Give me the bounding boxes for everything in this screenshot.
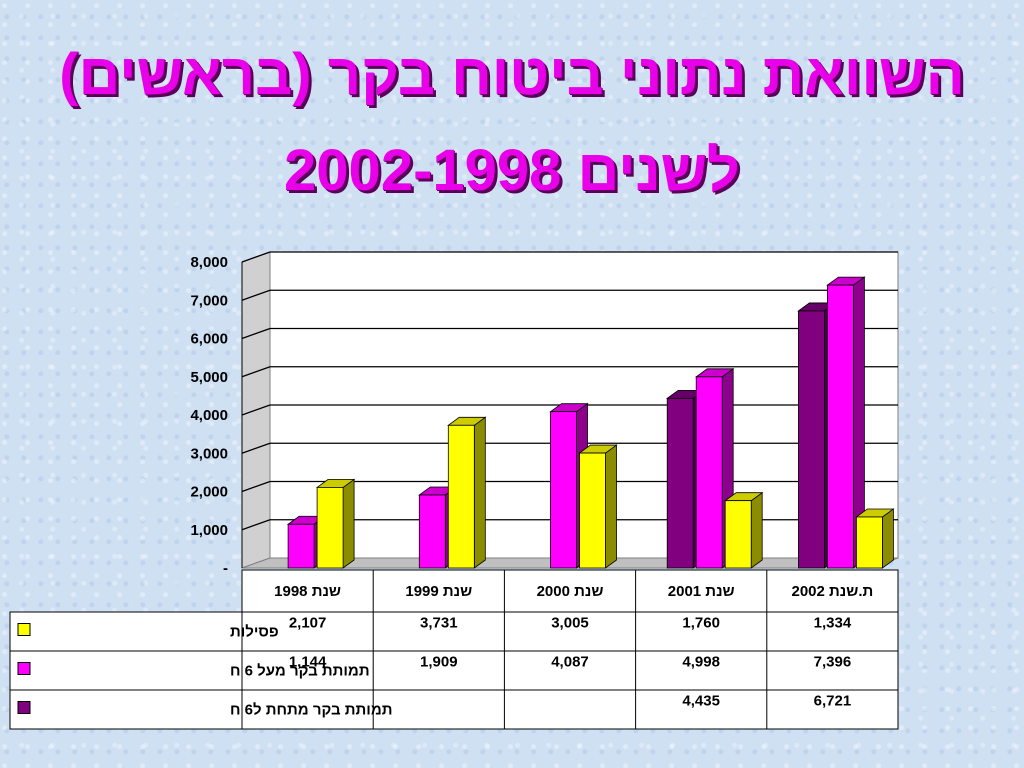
x-category-label: שנת 1999 [405,583,472,600]
bar [798,310,825,569]
series-name-label: תמותת בקר מעל 6 ח [230,663,370,680]
y-tick-label: - [223,560,228,577]
gridline [241,519,271,531]
x-category-label: שנת 2000 [537,583,604,600]
gridline [241,251,271,263]
y-tick-label: 6,000 [190,331,228,348]
data-value-label: 1,334 [814,615,852,632]
bar [695,376,723,569]
series-name-label: פסילות [230,624,279,641]
bar [827,284,854,569]
bar [666,397,694,569]
y-tick-label: 1,000 [190,522,228,539]
x-category-label: שנת 2001 [668,583,735,600]
bar [447,424,475,569]
data-value-label: 7,396 [814,654,852,671]
bar [550,411,577,569]
y-tick-label: 2,000 [190,484,228,501]
bar-side [342,478,355,569]
data-value-label: 3,005 [551,615,589,632]
data-value-label: 1,760 [682,615,720,632]
series-name-label: תמותת בקר מתחת ל6 ח [230,702,393,719]
gridline [241,442,271,454]
data-value-label: 1,909 [420,654,458,671]
table-header-row [241,569,899,613]
page-subtitle: לשנים 2002-1998 [284,138,740,203]
bar [316,487,344,569]
bar [724,500,752,569]
bar [856,516,883,569]
gridline [241,480,271,493]
bar [287,523,315,569]
y-tick-label: 3,000 [190,445,228,462]
y-tick-label: 5,000 [190,369,228,386]
table-body [9,611,899,730]
data-value-label: 3,731 [420,615,458,632]
data-value-label: 4,087 [551,654,589,671]
gridline [241,366,271,378]
page-title: השוואת נתוני ביטוח בקר (בראשים) [59,42,965,107]
bar-side [750,491,763,569]
legend-swatch [17,662,31,675]
legend-swatch [17,623,31,636]
bar-side [473,416,486,569]
y-tick-label: 8,000 [190,254,228,271]
data-value-label: 1,144 [289,654,327,671]
data-value-label: 2,107 [289,615,327,632]
bar [418,494,446,569]
legend-swatch [17,701,31,714]
bar-side [605,444,617,569]
bar-side [882,508,894,569]
y-tick-label: 4,000 [190,407,228,424]
bar [579,452,606,569]
y-tick-label: 7,000 [190,292,228,309]
gridline [241,327,271,340]
data-value-label: 4,435 [682,693,720,710]
x-category-label: ת.שנת 2002 [792,583,874,600]
gridline [241,404,271,416]
gridline [241,289,271,301]
data-value-label: 4,998 [682,654,720,671]
x-category-label: שנת 1998 [274,583,341,600]
data-value-label: 6,721 [814,693,852,710]
